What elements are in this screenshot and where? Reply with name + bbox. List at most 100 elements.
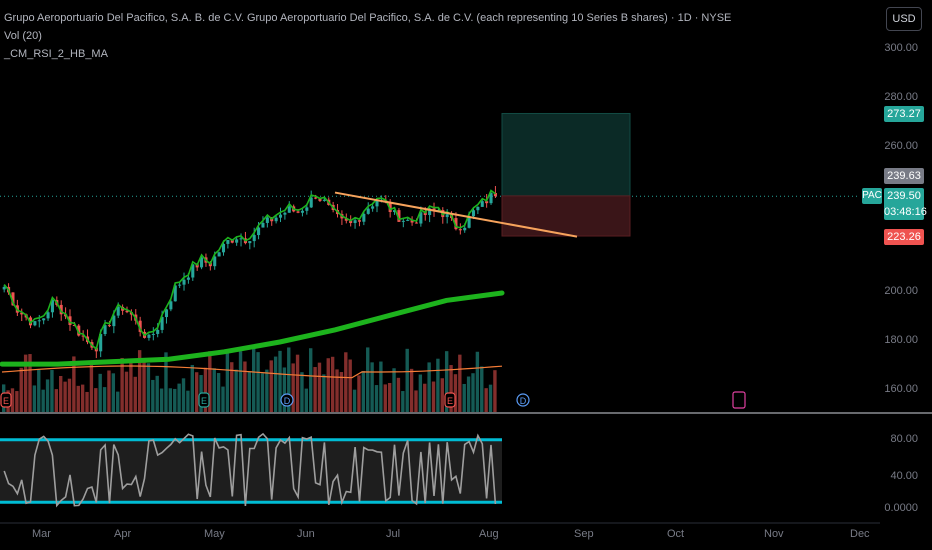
month-label: Jun: [297, 528, 315, 540]
volume-bar: [326, 358, 330, 412]
volume-bar: [238, 351, 243, 412]
candle: [112, 315, 116, 327]
volume-bar: [133, 376, 137, 412]
earnings-upcoming-marker[interactable]: [732, 391, 746, 409]
countdown-tag: 03:48:16: [884, 204, 927, 220]
month-label: Nov: [764, 528, 784, 540]
volume-bar: [243, 361, 247, 412]
long-position-profit-zone[interactable]: [501, 112, 631, 197]
earnings-marker[interactable]: [0, 392, 12, 408]
candle: [99, 334, 103, 352]
candle: [318, 198, 322, 201]
volume-bar: [449, 365, 453, 412]
candle: [463, 227, 467, 231]
volume-bar: [72, 356, 76, 412]
candle: [287, 206, 291, 213]
volume-bar: [67, 378, 72, 412]
long-position-loss-zone[interactable]: [501, 195, 631, 237]
rsi-tick: 40.00: [890, 470, 918, 482]
candle: [261, 222, 265, 228]
month-label: Aug: [479, 528, 499, 540]
price-tick: 260.00: [884, 140, 918, 152]
candle: [116, 306, 120, 316]
dividend-marker[interactable]: [516, 393, 530, 407]
volume-bar: [418, 374, 423, 412]
volume-bar: [423, 383, 427, 412]
candle: [2, 286, 6, 290]
price-tick: 180.00: [884, 334, 918, 346]
volume-bar: [278, 350, 282, 412]
candle: [357, 220, 361, 222]
candle: [103, 325, 107, 335]
volume-bar: [352, 389, 357, 412]
candle: [428, 208, 432, 216]
price-tick: 300.00: [884, 42, 918, 54]
volume-bar: [203, 367, 208, 412]
volume-bar: [436, 358, 440, 412]
earnings-marker[interactable]: [444, 392, 456, 408]
volume-bar: [370, 362, 374, 412]
candle: [375, 200, 379, 207]
candle: [283, 212, 287, 215]
month-label: Mar: [32, 528, 51, 540]
candle: [11, 292, 15, 306]
earnings-marker[interactable]: [198, 392, 210, 408]
volume-bar: [85, 391, 89, 412]
volume-bar: [221, 386, 225, 412]
candle: [445, 214, 449, 218]
candle: [46, 312, 50, 319]
volume-bar: [282, 367, 287, 412]
volume-bar: [41, 389, 45, 412]
candle: [362, 213, 366, 222]
candle: [72, 324, 76, 326]
volume-bar: [208, 351, 212, 412]
candle: [33, 321, 37, 326]
candle: [77, 325, 81, 336]
candle: [314, 197, 318, 199]
volume-bar: [462, 383, 466, 412]
candle: [213, 256, 217, 267]
candle: [393, 210, 397, 212]
volume-bar: [480, 366, 484, 412]
candle: [217, 252, 221, 257]
candle: [322, 199, 326, 201]
volume-bar: [177, 383, 181, 412]
volume-bar: [309, 348, 313, 412]
volume-bar: [63, 381, 67, 412]
candle: [178, 284, 182, 286]
event-marker-label: D: [284, 396, 291, 406]
volume-bar: [89, 363, 94, 412]
currency-button[interactable]: USD: [886, 7, 922, 31]
volume-bar: [45, 379, 50, 412]
volume-bar: [427, 362, 431, 412]
volume-bar: [181, 378, 186, 412]
dividend-marker[interactable]: [280, 393, 294, 407]
candle: [353, 220, 357, 224]
volume-bar: [155, 375, 159, 412]
volume-bar: [475, 351, 480, 412]
candle: [191, 264, 195, 278]
volume-bar: [396, 377, 401, 412]
volume-bar: [168, 388, 173, 412]
candle: [401, 220, 405, 222]
candle: [344, 218, 348, 221]
volume-bar: [28, 354, 32, 412]
volume-bar: [330, 356, 335, 412]
volume-bar: [216, 373, 221, 412]
month-label: Apr: [114, 528, 132, 540]
rsi-line: [3, 432, 497, 508]
long-sma-line: [0, 290, 505, 367]
candle: [366, 208, 370, 214]
volume-legend[interactable]: Vol (20): [4, 30, 42, 42]
indicator-legend[interactable]: _CM_RSI_2_HB_MA: [4, 48, 108, 60]
candle: [305, 207, 309, 211]
event-marker-label: E: [201, 396, 207, 406]
volume-bar: [260, 373, 265, 412]
volume-bar: [444, 351, 449, 412]
candle: [107, 325, 111, 327]
chart-title: Grupo Aeroportuario Del Pacifico, S.A. B…: [4, 12, 732, 24]
volume-bar: [164, 352, 168, 412]
trendline[interactable]: [334, 191, 578, 238]
candle: [480, 201, 484, 207]
